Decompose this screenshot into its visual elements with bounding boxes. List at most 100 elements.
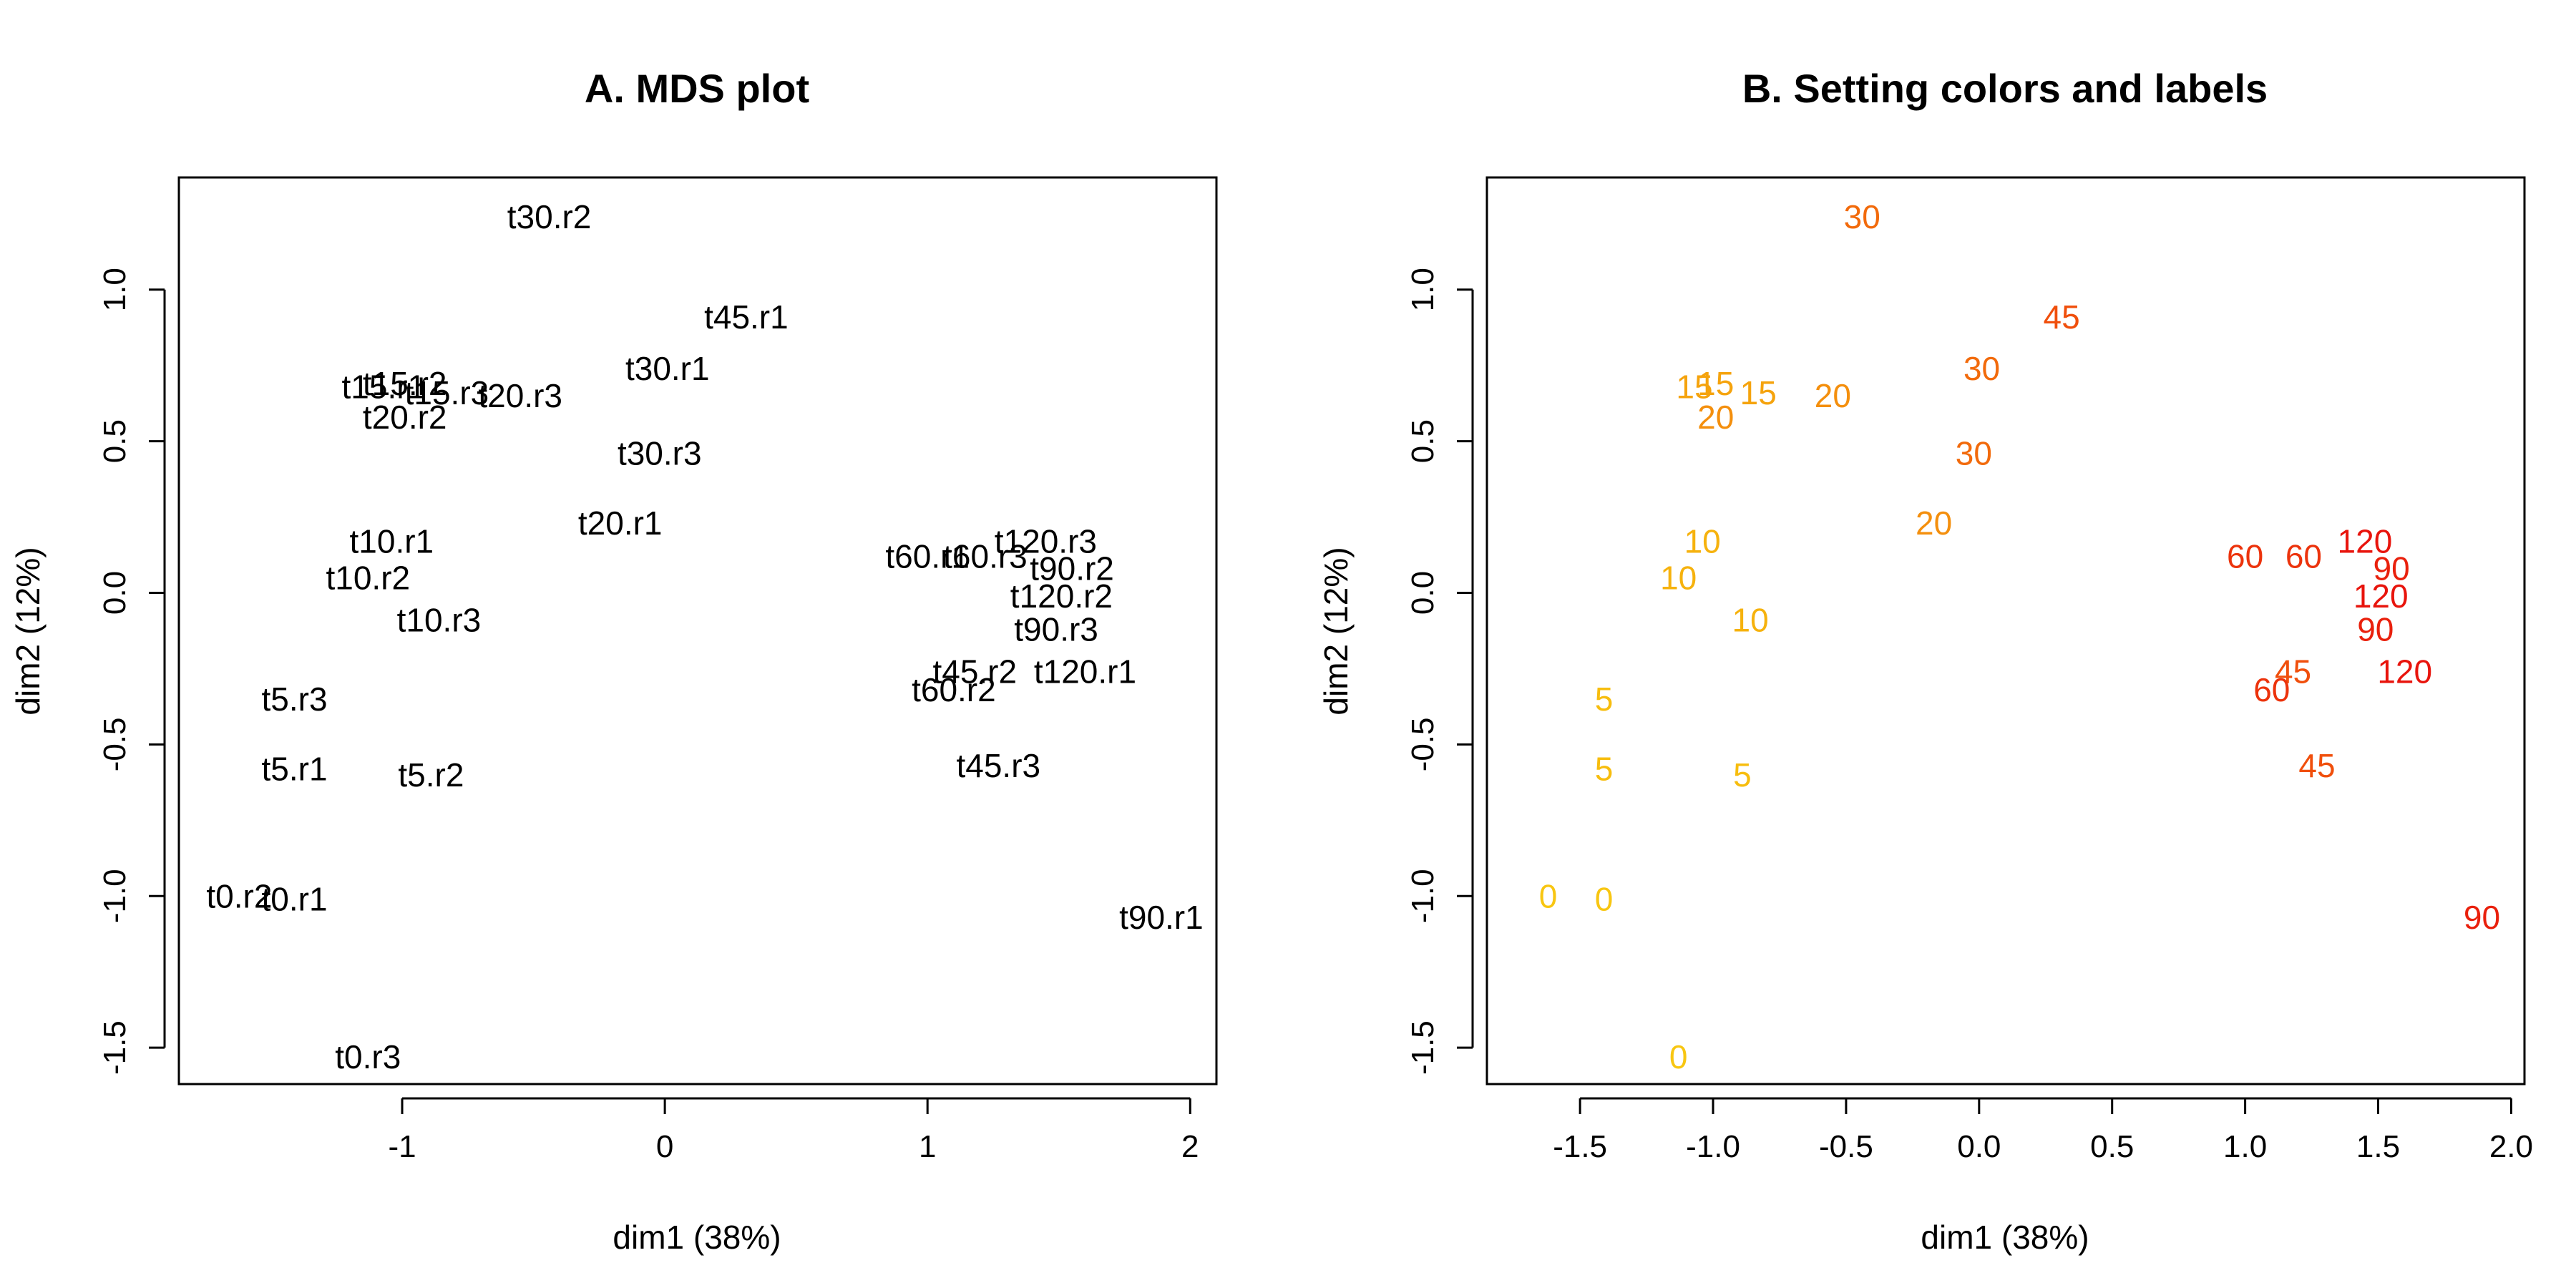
panel-a-y-tick-label: -0.5 [97,717,132,771]
panel-a-point-label: t45.r3 [956,747,1040,784]
panel-b-point-label: 10 [1732,602,1768,639]
panel-b-point-label: 5 [1733,756,1752,794]
panel-a: A. MDS plot -1 0 1 2 -1.5-1.0-0.50.00.51.0 … [9,66,1218,1256]
panel-a-x-tick-label: 0 [656,1129,673,1164]
panel-a-point-label: t120.r1 [1034,653,1136,691]
panel-b-point-label: 30 [1844,198,1880,235]
panel-b-point-label: 5 [1595,680,1614,718]
panel-a-y-tick-label: -1.0 [97,869,132,923]
panel-b-x-tick-label: 1.5 [2356,1129,2400,1164]
panel-a-point-label: t45.r2 [932,653,1017,691]
panel-b-y-tick-label: -0.5 [1405,717,1440,771]
panel-a-point-label: t20.r3 [478,377,562,414]
panel-a-point-label: t15.r2 [363,365,447,402]
panel-b-point-label: 120 [2377,653,2432,691]
panel-a-point-label: t90.r1 [1119,899,1204,936]
panel-a-y-axis: -1.5 -1.0 -0.5 0.0 0.5 1.0 [97,268,166,1075]
panel-a-point-label: t60.r1 [885,538,970,575]
panel-a-point-label: t120.r2 [1010,577,1113,615]
panel-b-title: B. Setting colors and labels [1742,66,2268,111]
panel-a-point-label: t120.r3 [995,522,1097,560]
panel-b-point-label: 60 [2285,538,2322,575]
panel-b-y-axis: -1.5 -1.0 -0.5 0.0 0.5 1.0 [1405,268,1474,1075]
panel-b-point-label: 120 [2353,577,2409,615]
panel-a-point-label: t90.r2 [1030,550,1114,587]
panel-a-x-tick-label: -1 [388,1129,416,1164]
panel-b-x-tick-label: -0.5 [1819,1129,1873,1164]
panel-b-y-tick-label: 0.0 [1405,571,1440,615]
panel-a-point-label: t90.r3 [1014,610,1098,648]
panel-b-point-label: 90 [2357,610,2394,648]
panel-b-x-tick-label: 0.5 [2090,1129,2134,1164]
panel-a-y-tick-label: 0.0 [97,571,132,615]
panel-b-y-tick-label: 0.5 [1405,419,1440,463]
panel-b-point-label: 15 [1676,368,1712,405]
panel-a-point-label: t5.r1 [261,750,327,787]
panel-a-point-label: t20.r1 [578,504,663,542]
panel-b-x-tick-label: -1.5 [1553,1129,1607,1164]
panel-a-point-label: t30.r3 [618,435,702,472]
panel-b-point-label: 20 [1916,504,1952,542]
panel-a-point-label: t10.r1 [350,522,434,560]
panel-b: B. Setting colors and labels -1.5 -1.0 -0.… [1317,66,2533,1256]
panel-a-x-axis: -1 0 1 2 [388,1097,1199,1164]
panel-b-point-label: 30 [1963,350,2000,387]
panel-b-point-label: 0 [1595,881,1614,918]
panel-b-y-tick-label: -1.5 [1405,1020,1440,1075]
panel-a-point-label: t0.r1 [261,881,327,918]
panel-a-point-label: t30.r2 [507,198,592,235]
panel-a-y-tick-label: 0.5 [97,419,132,463]
panel-b-x-tick-label: -1.0 [1686,1129,1740,1164]
panel-b-y-axis-title: dim2 (12%) [1317,547,1355,715]
panel-a-point-label: t15.r1 [342,368,426,405]
panel-a-point-label: t20.r2 [363,399,447,436]
panel-a-point-label: t15.r3 [405,374,489,411]
panel-b-point-label: 0 [1669,1038,1688,1075]
panel-b-point-label: 90 [2464,899,2500,936]
panel-a-point-label: t60.r3 [943,538,1028,575]
panel-a-point-label: t5.r2 [398,756,464,794]
panel-b-point-label: 45 [2275,653,2311,691]
panel-b-point-label: 15 [1697,365,1734,402]
panel-a-point-label: t10.r3 [397,602,482,639]
panel-b-point-label: 60 [2253,671,2290,708]
panel-b-point-label: 20 [1815,377,1851,414]
panel-b-point-label: 45 [2043,298,2079,336]
panel-a-point-label: t60.r2 [912,671,996,708]
panel-b-plot-frame [1485,176,2526,1085]
panel-a-point-label: t0.r3 [335,1038,401,1075]
panel-b-point-label: 10 [1684,522,1721,560]
panel-a-title: A. MDS plot [585,66,809,111]
panel-a-points: t30.r2t45.r1t30.r1t15.r1t15.r2t15.r3t20.… [206,198,1203,1075]
panel-b-point-label: 30 [1956,435,1992,472]
panel-b-x-axis-title: dim1 (38%) [1921,1219,2089,1256]
panel-b-x-tick-label: 0.0 [1957,1129,2001,1164]
panel-b-point-label: 0 [1539,877,1558,914]
panel-b-x-tick-label: 1.0 [2223,1129,2267,1164]
panel-b-point-label: 5 [1595,750,1614,787]
panel-a-x-tick-label: 1 [919,1129,936,1164]
panel-b-x-axis: -1.5 -1.0 -0.5 0.0 0.5 1.0 1.5 2.0 [1553,1097,2533,1164]
panel-b-point-label: 10 [1660,559,1697,596]
panel-a-point-label: t45.r1 [704,298,789,336]
panel-b-point-label: 15 [1740,374,1777,411]
panel-b-x-tick-label: 2.0 [2489,1129,2533,1164]
panel-b-point-label: 90 [2373,550,2410,587]
panel-b-point-label: 60 [2227,538,2263,575]
panel-b-point-label: 20 [1697,399,1734,436]
panel-b-point-label: 120 [2338,522,2393,560]
panel-b-point-label: 45 [2298,747,2335,784]
panel-a-point-label: t10.r2 [326,559,410,596]
panel-a-y-tick-label: -1.5 [97,1020,132,1075]
panel-a-point-label: t5.r3 [261,680,327,718]
panel-a-x-tick-label: 2 [1181,1129,1199,1164]
panel-a-point-label: t0.r2 [206,877,272,914]
panel-b-y-tick-label: 1.0 [1405,268,1440,311]
panel-a-y-tick-label: 1.0 [97,268,132,311]
panel-a-x-axis-title: dim1 (38%) [613,1219,781,1256]
panel-b-y-tick-label: -1.0 [1405,869,1440,923]
panel-a-point-label: t30.r1 [625,350,710,387]
panel-a-y-axis-title: dim2 (12%) [9,547,47,715]
